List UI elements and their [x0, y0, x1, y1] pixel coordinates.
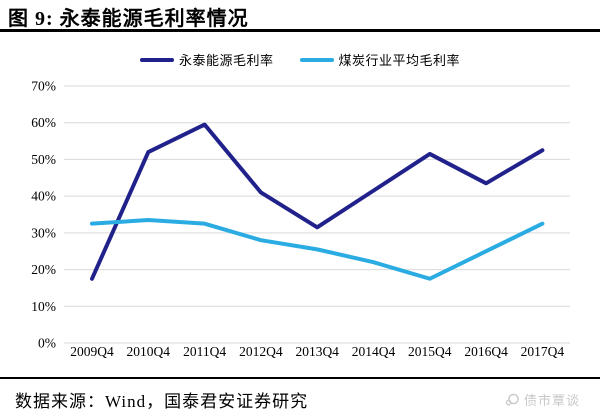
y-tick-label: 0%: [38, 336, 56, 351]
legend-item-1: 煤炭行业平均毛利率: [299, 50, 461, 69]
y-tick-label: 10%: [31, 299, 56, 314]
x-tick-label: 2014Q4: [352, 344, 396, 359]
footer-divider: [0, 377, 600, 379]
x-tick-label: 2011Q4: [183, 344, 226, 359]
series-line-1: [90, 218, 545, 281]
chart-legend: 永泰能源毛利率 煤炭行业平均毛利率: [0, 50, 600, 69]
figure-title: 图 9: 永泰能源毛利率情况: [8, 8, 249, 30]
series-line-0: [90, 122, 545, 281]
watermark-text: 债市覃谈: [523, 393, 580, 408]
x-tick-label: 2015Q4: [408, 344, 452, 359]
y-tick-label: 20%: [31, 262, 56, 277]
watermark: 债市覃谈: [505, 390, 580, 409]
title-divider: [0, 29, 600, 32]
legend-swatch-icon: [299, 57, 334, 62]
legend-item-0: 永泰能源毛利率: [139, 50, 274, 69]
legend-swatch-icon: [139, 57, 174, 62]
legend-label: 永泰能源毛利率: [178, 53, 274, 68]
y-tick-label: 60%: [31, 115, 56, 130]
y-tick-label: 40%: [31, 189, 56, 204]
x-tick-label: 2013Q4: [295, 344, 339, 359]
plot-area: 70% 60% 50% 40% 30% 20% 10% 0% 2009Q4 2010Q4 2011Q…: [31, 79, 570, 359]
x-tick-label: 2009Q4: [70, 344, 114, 359]
y-tick-label: 70%: [31, 79, 56, 94]
y-tick-label: 50%: [31, 152, 56, 167]
legend-label: 煤炭行业平均毛利率: [338, 53, 461, 68]
x-tick-label: 2017Q4: [521, 344, 565, 359]
x-tick-label: 2016Q4: [464, 344, 508, 359]
y-tick-label: 30%: [31, 225, 56, 240]
data-source: 数据来源：Wind，国泰君安证券研究: [15, 392, 309, 411]
x-tick-label: 2010Q4: [127, 344, 171, 359]
watermark-logo-icon: [505, 392, 520, 407]
x-tick-label: 2012Q4: [239, 344, 283, 359]
